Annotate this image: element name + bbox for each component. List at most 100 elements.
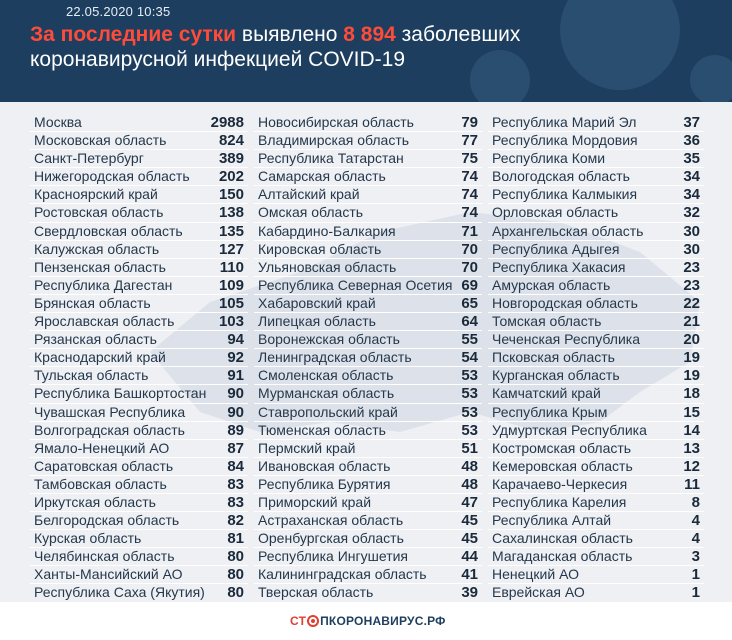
table-row: Сахалинская область 4 — [488, 530, 704, 549]
region-name: Республика Крым — [492, 403, 608, 420]
region-name: Калининградская область — [258, 566, 427, 583]
virus-decoration-icon — [560, 0, 680, 90]
table-row: Кемеровская область 12 — [488, 458, 704, 476]
table-row: Ханты-Мансийский АО 80 — [30, 566, 248, 585]
case-count: 110 — [219, 258, 244, 276]
table-row: Ненецкий АО 1 — [488, 566, 704, 585]
table-row: Республика Северная Осетия 69 — [254, 277, 482, 295]
column-1: Москва 2988 Московская область 824 Санкт-Пет… — [30, 114, 248, 621]
table-row: Республика Саха (Якутия) 80 — [30, 584, 248, 603]
case-count: 41 — [461, 566, 478, 584]
region-name: Калужская область — [34, 240, 160, 257]
region-name: Тульская область — [34, 367, 149, 384]
case-count: 4 — [691, 512, 700, 530]
region-name: Омская область — [258, 204, 364, 221]
table-row: Республика Ингушетия 44 — [254, 548, 482, 567]
title-line-2: коронавирусной инфекцией COVID-19 — [30, 48, 406, 71]
table-row: Магаданская область 3 — [488, 548, 704, 567]
table-row: Ставропольский край 53 — [254, 404, 482, 422]
case-count: 20 — [683, 331, 700, 349]
table-row: Челябинская область 80 — [30, 548, 248, 567]
region-name: Саратовская область — [34, 457, 174, 474]
case-count: 34 — [683, 168, 700, 186]
case-count: 109 — [218, 276, 244, 294]
region-name: Санкт-Петербург — [34, 150, 144, 167]
region-name: Краснодарский край — [34, 349, 166, 366]
case-count: 87 — [227, 439, 244, 457]
case-count: 12 — [683, 457, 700, 475]
case-count: 1 — [691, 566, 700, 584]
region-name: Липецкая область — [258, 313, 376, 330]
region-name: Костромская область — [492, 439, 632, 456]
table-row: Вологодская область 34 — [488, 168, 704, 187]
table-row: Ульяновская область 70 — [254, 259, 482, 277]
table-row: Белгородская область 82 — [30, 512, 248, 531]
region-name: Карачаево-Черкесия — [492, 475, 628, 492]
case-count: 70 — [461, 258, 478, 276]
region-name: Ямало-Ненецкий АО — [34, 439, 170, 456]
case-count: 53 — [461, 367, 478, 385]
case-count: 70 — [461, 240, 478, 258]
table-row: Костромская область 13 — [488, 440, 704, 458]
case-count: 32 — [683, 204, 700, 222]
table-row: Оренбургская область 45 — [254, 530, 482, 549]
region-name: Иркутская область — [34, 493, 156, 510]
case-count: 3 — [691, 548, 700, 566]
table-row: Пензенская область 110 — [30, 259, 248, 277]
table-row: Краснодарский край 92 — [30, 349, 248, 368]
case-count: 75 — [461, 150, 478, 168]
table-row: Ростовская область 138 — [30, 204, 248, 223]
region-name: Ярославская область — [34, 313, 175, 330]
table-row: Томская область 21 — [488, 313, 704, 332]
case-count: 8 — [691, 493, 700, 511]
case-count: 11 — [684, 475, 700, 493]
table-row: Орловская область 32 — [488, 204, 704, 223]
case-count: 83 — [227, 475, 244, 493]
case-count: 39 — [461, 584, 478, 602]
table-row: Калининградская область 41 — [254, 566, 482, 585]
case-count: 83 — [227, 493, 244, 511]
header: 22.05.2020 10:35 За последние сутки выяв… — [0, 0, 732, 102]
case-count: 77 — [461, 132, 478, 150]
case-count: 1 — [691, 584, 700, 602]
case-count: 80 — [227, 584, 244, 602]
region-name: Республика Карелия — [492, 493, 627, 510]
table-row: Мурманская область 53 — [254, 385, 482, 404]
region-name: Ивановская область — [258, 457, 391, 474]
region-name: Смоленская область — [258, 367, 394, 384]
region-name: Новгородская область — [492, 294, 638, 311]
table-row: Республика Хакасия 23 — [488, 259, 704, 277]
region-name: Архангельская область — [492, 222, 644, 239]
table-row: Псковская область 19 — [488, 349, 704, 368]
virus-decoration-icon — [470, 50, 530, 102]
case-count: 19 — [683, 367, 700, 385]
case-count: 44 — [461, 548, 478, 566]
case-count: 54 — [461, 349, 478, 367]
table-row: Чувашская Республика 90 — [30, 404, 248, 422]
case-count: 15 — [683, 403, 700, 421]
region-name: Республика Северная Осетия — [258, 276, 453, 293]
region-name: Удмуртская Республика — [492, 421, 647, 438]
table-row: Тамбовская область 83 — [30, 476, 248, 494]
region-name: Ленинградская область — [258, 349, 412, 366]
case-count: 89 — [227, 421, 244, 439]
case-count: 82 — [227, 512, 244, 530]
region-name: Томская область — [492, 313, 602, 330]
region-name: Нижегородская область — [34, 168, 190, 185]
stopcoronavirus-logo: СТ ПКОРОНАВИРУС.РФ — [290, 610, 446, 632]
case-count: 80 — [227, 566, 244, 584]
case-count: 69 — [461, 276, 478, 294]
region-name: Амурская область — [492, 276, 611, 293]
case-count: 22 — [683, 294, 700, 312]
table-row: Тверская область 39 — [254, 584, 482, 603]
region-name: Воронежская область — [258, 331, 400, 348]
region-name: Республика Мордовия — [492, 132, 638, 149]
table-row: Ленинградская область 54 — [254, 349, 482, 368]
region-name: Приморский край — [258, 493, 372, 510]
region-name: Сахалинская область — [492, 530, 633, 547]
region-name: Республика Калмыкия — [492, 186, 638, 203]
region-name: Республика Дагестан — [34, 276, 173, 293]
region-name: Ростовская область — [34, 204, 164, 221]
table-row: Москва 2988 — [30, 114, 248, 133]
case-count: 74 — [461, 186, 478, 204]
